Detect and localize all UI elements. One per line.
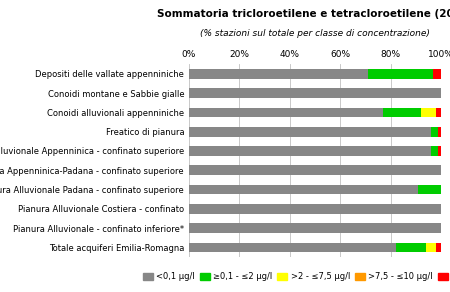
Bar	[189, 165, 441, 175]
Bar	[426, 242, 436, 252]
Bar	[421, 107, 436, 117]
Bar	[189, 88, 441, 98]
Bar	[368, 69, 433, 79]
Bar	[436, 107, 441, 117]
Bar	[418, 185, 441, 194]
Bar	[396, 242, 426, 252]
Bar	[438, 127, 441, 136]
Bar	[189, 69, 368, 79]
Bar	[189, 107, 383, 117]
Bar	[431, 127, 438, 136]
Bar	[189, 146, 431, 156]
Bar	[189, 204, 441, 214]
Bar	[189, 223, 441, 233]
Bar	[438, 146, 441, 156]
Bar	[436, 242, 441, 252]
Bar	[189, 185, 418, 194]
Legend: <0,1 µg/l, ≥0,1 - ≤2 µg/l, >2 - ≤7,5 µg/l, >7,5 - ≤10 µg/l, >10 µg/l: <0,1 µg/l, ≥0,1 - ≤2 µg/l, >2 - ≤7,5 µg/…	[139, 269, 450, 284]
Text: Sommatoria tricloroetilene e tetracloroetilene (2023): Sommatoria tricloroetilene e tetracloroe…	[157, 9, 450, 19]
Bar	[433, 69, 441, 79]
Text: (% stazioni sul totale per classe di concentrazione): (% stazioni sul totale per classe di con…	[200, 29, 430, 38]
Bar	[431, 146, 438, 156]
Bar	[189, 127, 431, 136]
Bar	[383, 107, 421, 117]
Bar	[189, 242, 396, 252]
